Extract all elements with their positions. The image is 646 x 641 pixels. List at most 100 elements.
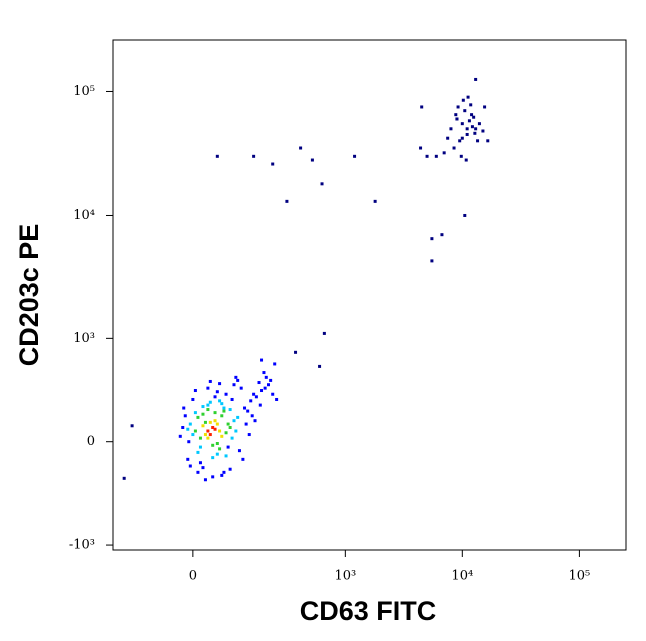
point: [208, 433, 212, 437]
point: [234, 375, 238, 379]
point: [203, 420, 207, 424]
point: [215, 154, 219, 158]
point: [196, 415, 200, 419]
point: [237, 449, 241, 453]
point: [440, 233, 444, 237]
point: [181, 426, 185, 430]
point: [449, 127, 453, 131]
point: [250, 414, 254, 418]
point: [262, 371, 266, 375]
point: [273, 362, 277, 366]
point: [220, 402, 224, 406]
point: [243, 406, 247, 410]
point: [230, 436, 234, 440]
y-tick-label: 0: [87, 434, 95, 449]
point: [252, 154, 256, 158]
point: [269, 378, 273, 382]
point: [456, 105, 460, 109]
point: [220, 434, 224, 438]
point: [182, 406, 186, 410]
point: [249, 399, 253, 403]
point: [218, 429, 222, 433]
point: [201, 466, 205, 470]
point: [226, 445, 230, 449]
point: [220, 473, 224, 477]
point: [483, 105, 487, 109]
point: [226, 422, 230, 426]
point: [218, 399, 222, 403]
point: [213, 411, 217, 415]
point: [474, 127, 478, 131]
point: [470, 113, 474, 117]
point: [461, 98, 465, 102]
point: [465, 127, 469, 131]
point: [236, 378, 240, 382]
y-tick-label: 10⁵: [73, 84, 95, 99]
point: [186, 457, 190, 461]
y-tick-label: -10³: [69, 538, 95, 553]
point: [271, 162, 275, 166]
point: [196, 470, 200, 474]
point: [244, 422, 248, 426]
point: [232, 383, 236, 387]
y-tick-label: 10³: [73, 331, 95, 346]
point: [252, 392, 256, 396]
point: [241, 457, 245, 461]
point: [208, 379, 212, 383]
point: [213, 427, 217, 431]
point: [460, 122, 464, 126]
point: [215, 442, 219, 446]
point: [464, 158, 468, 162]
y-tick-label: 10⁴: [73, 208, 95, 223]
point: [188, 422, 192, 426]
point: [373, 199, 377, 203]
point: [263, 386, 267, 390]
point: [322, 331, 326, 335]
point: [211, 456, 215, 460]
point: [430, 259, 434, 263]
point: [215, 422, 219, 426]
point: [454, 113, 458, 117]
point: [434, 154, 438, 158]
point: [224, 431, 228, 435]
point: [473, 131, 477, 135]
point: [463, 109, 467, 113]
point: [228, 467, 232, 471]
point: [193, 429, 197, 433]
point: [222, 470, 226, 474]
point: [260, 389, 264, 393]
point: [246, 409, 250, 413]
point: [465, 132, 469, 136]
point: [215, 452, 219, 456]
point: [230, 397, 234, 401]
point: [228, 426, 232, 430]
point: [486, 139, 490, 143]
x-tick-label: 10⁵: [569, 569, 591, 584]
point: [224, 454, 228, 458]
point: [472, 115, 476, 119]
point: [218, 382, 222, 386]
point: [222, 409, 226, 413]
point: [201, 412, 205, 416]
point: [188, 464, 192, 468]
point: [459, 154, 463, 158]
point: [198, 436, 202, 440]
point: [267, 383, 271, 387]
point: [218, 447, 222, 451]
point: [253, 419, 257, 423]
point: [220, 414, 224, 418]
point: [285, 199, 289, 203]
point: [463, 213, 467, 217]
point: [234, 429, 238, 433]
point: [476, 139, 480, 143]
point: [208, 400, 212, 404]
point: [178, 434, 182, 438]
point: [211, 426, 215, 430]
point: [215, 390, 219, 394]
point: [206, 408, 210, 412]
x-axis-label: CD63 FITC: [300, 596, 437, 626]
x-tick-label: 10⁴: [451, 569, 473, 584]
point: [239, 386, 243, 390]
point: [460, 136, 464, 140]
